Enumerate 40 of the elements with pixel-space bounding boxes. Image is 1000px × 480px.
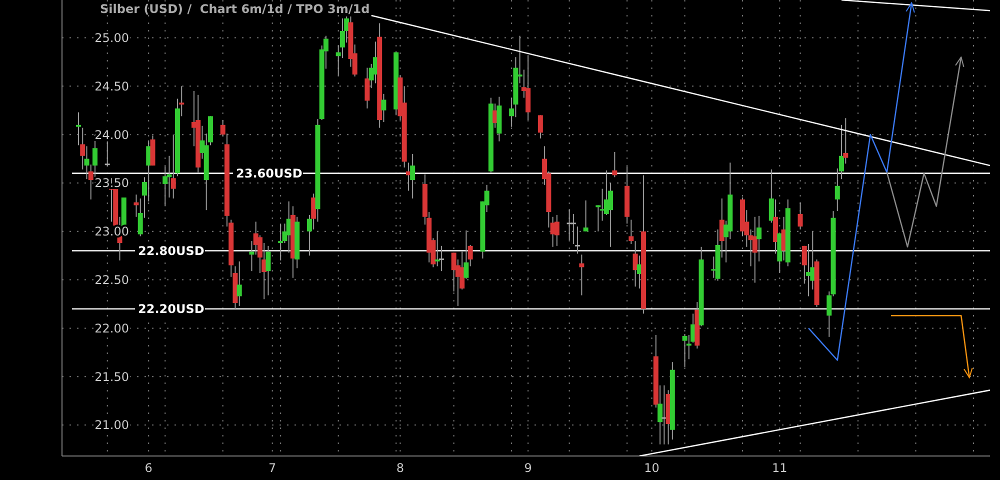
y-tick-label: 22.50 — [94, 272, 129, 287]
y-tick-label: 24.50 — [94, 79, 129, 94]
y-tick-label: 22.00 — [94, 321, 129, 336]
x-tick-label: 9 — [524, 461, 532, 475]
candlestick — [76, 112, 81, 146]
x-tick-label: 11 — [772, 461, 788, 475]
candlestick — [632, 240, 638, 288]
candlestick — [410, 153, 416, 199]
candlestick — [434, 230, 440, 267]
candlestick — [538, 114, 543, 139]
candlestick — [798, 202, 803, 230]
ref-line-label: 22.80USD — [138, 244, 204, 258]
candlestick — [278, 223, 284, 261]
ref-line-label: 23.60USD — [236, 166, 302, 180]
candlestick — [104, 140, 110, 168]
x-tick-label: 6 — [144, 461, 152, 475]
candlestick — [583, 200, 588, 232]
x-tick-label: 7 — [268, 461, 276, 475]
x-tick-label: 8 — [396, 461, 404, 475]
candlestick — [266, 245, 271, 296]
candlestick — [236, 260, 242, 306]
candlestick — [364, 67, 370, 109]
candlestick — [570, 213, 576, 244]
candlestick — [752, 216, 758, 284]
candlestick — [612, 152, 618, 178]
candlestick — [381, 93, 386, 122]
y-tick-label: 24.00 — [94, 128, 129, 142]
candlestick — [579, 254, 584, 296]
y-tick-label: 25.00 — [94, 30, 129, 45]
candlestick — [554, 214, 560, 246]
candlestick — [628, 219, 634, 244]
x-tick-label: 10 — [644, 461, 660, 475]
y-tick-label: 21.50 — [94, 370, 129, 384]
y-tick-label: 21.00 — [94, 418, 129, 432]
candlestick — [682, 334, 688, 368]
candlestick — [170, 134, 176, 199]
chart-title: Silber (USD) / Chart 6m/1d / TPO 3m/1d — [100, 2, 370, 16]
candlestick — [662, 384, 667, 445]
ref-line-label: 22.20USD — [138, 302, 204, 316]
candlestick — [575, 226, 580, 254]
